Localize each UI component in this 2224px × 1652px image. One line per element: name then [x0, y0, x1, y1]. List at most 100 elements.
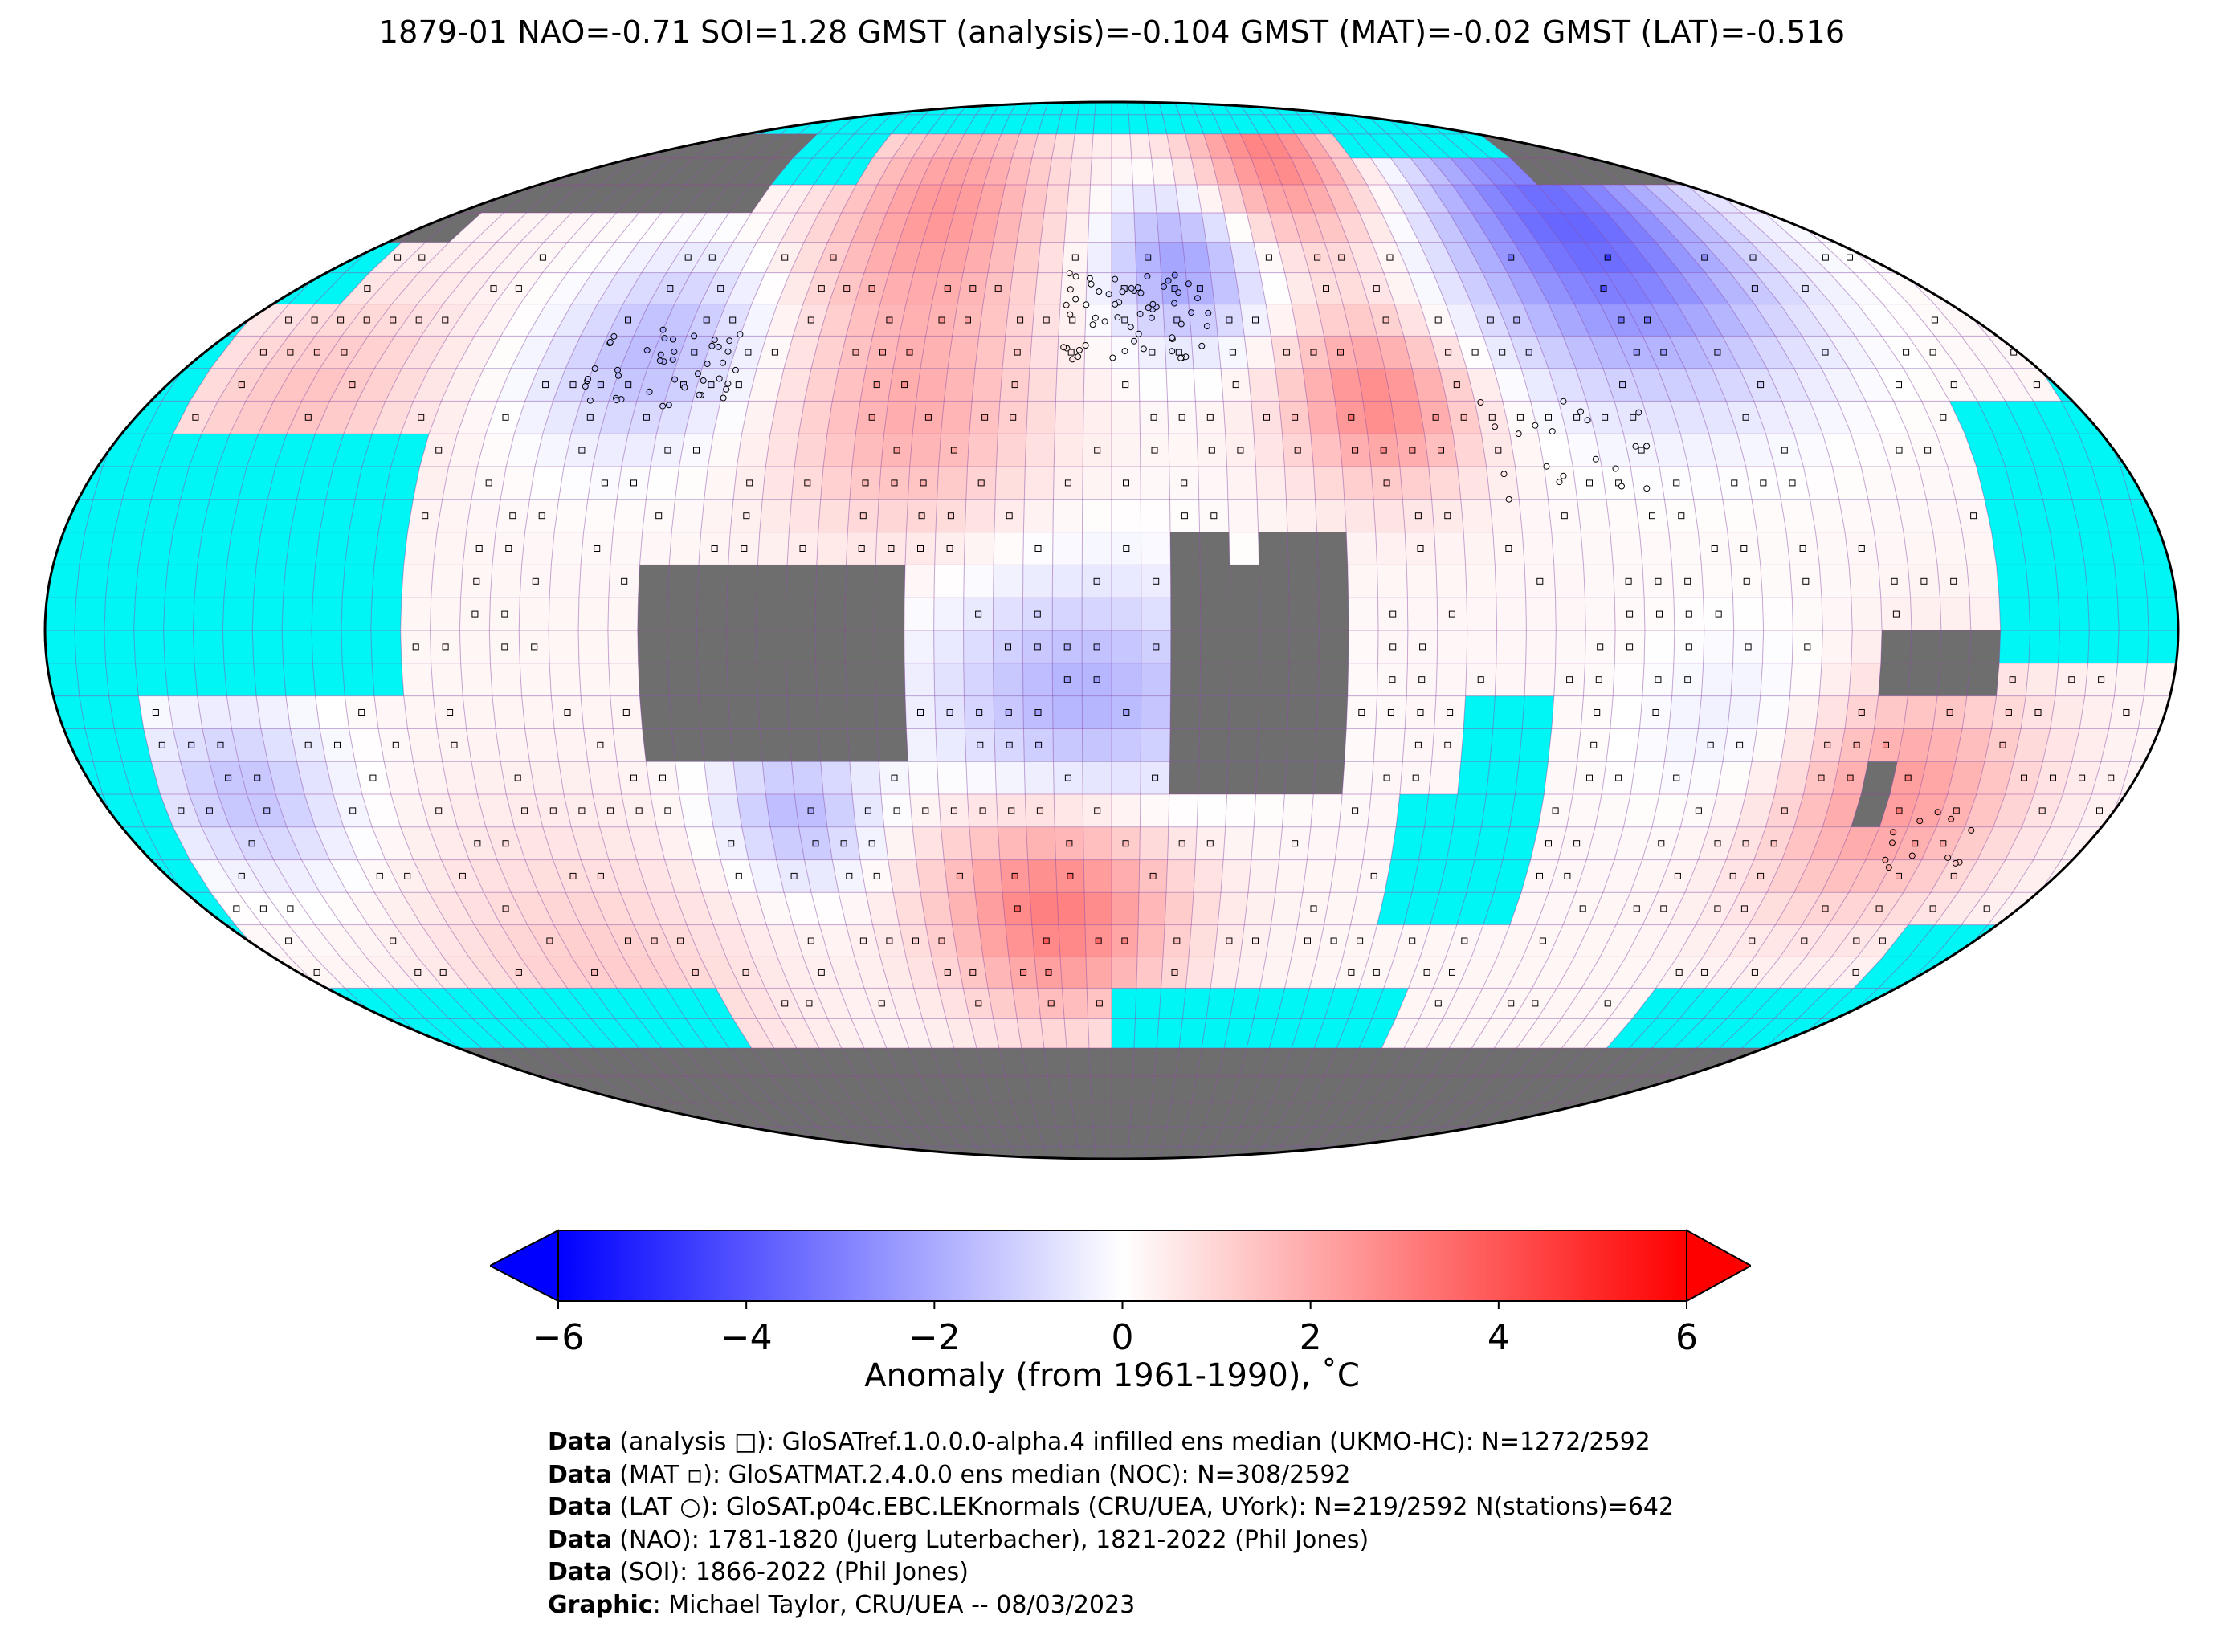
box-marker: [1673, 479, 1680, 487]
anomaly-cell: [1197, 794, 1227, 827]
anomaly-cell: [1668, 532, 1702, 565]
box-marker: [1545, 414, 1552, 421]
anomaly-cell: [500, 304, 546, 337]
box-marker: [1822, 905, 1829, 912]
box-marker: [1419, 643, 1426, 651]
box-marker: [994, 285, 1002, 292]
box-marker: [1014, 905, 1021, 912]
anomaly-cell: [1651, 304, 1696, 337]
anomaly-cell: [1191, 158, 1218, 185]
missing-land-cell: [1910, 630, 1941, 663]
anomaly-cell: [1668, 695, 1702, 729]
box-marker: [2033, 381, 2040, 389]
box-marker: [1348, 969, 1355, 976]
box-marker: [1579, 905, 1586, 912]
missing-land-cell: [1570, 158, 1623, 185]
anomaly-cell: [1773, 242, 1830, 273]
box-marker: [2068, 676, 2075, 683]
missing-land-cell: [533, 133, 597, 158]
anomaly-cell: [1519, 499, 1552, 532]
anomaly-cell: [1804, 957, 1858, 989]
anomaly-cell: [1022, 663, 1053, 696]
missing-land-cell: [1608, 133, 1671, 158]
anomaly-cell: [1892, 242, 1953, 273]
box-marker: [1153, 577, 1160, 585]
anomaly-cell: [1292, 304, 1324, 337]
station-marker: [1066, 270, 1073, 277]
box-marker: [1063, 676, 1071, 683]
missing-land-cell: [712, 133, 762, 158]
station-marker: [724, 348, 732, 355]
box-marker: [1432, 414, 1439, 421]
anomaly-cell: [1275, 859, 1308, 893]
missing-land-cell: [696, 630, 728, 663]
meridian-line: [1142, 102, 1172, 1159]
anomaly-cell: [1247, 213, 1278, 243]
anomaly-cell: [1977, 826, 2022, 860]
anomaly-cell: [1810, 401, 1851, 434]
box-marker: [846, 872, 853, 879]
box-marker: [781, 254, 789, 261]
box-marker: [569, 872, 577, 879]
anomaly-cell: [916, 368, 948, 402]
meridian-line: [667, 102, 875, 1159]
colorbar-tick-labels: −6 −4 −2 0 2 4 6: [0, 1317, 2224, 1358]
box-marker: [2096, 807, 2103, 814]
box-marker: [238, 381, 245, 389]
box-marker: [859, 512, 867, 520]
missing-land-cell: [941, 1076, 973, 1103]
anomaly-cell: [1684, 368, 1727, 402]
anomaly-cell: [524, 728, 559, 762]
box-marker: [1999, 741, 2006, 748]
anomaly-cell: [794, 434, 827, 467]
anomaly-cell: [993, 213, 1022, 243]
missing-land-cell: [1145, 1127, 1167, 1147]
anomaly-cell: [1966, 565, 2000, 598]
anomaly-cell: [1655, 242, 1706, 273]
box-marker: [1123, 479, 1129, 487]
missing-land-cell: [1170, 598, 1201, 630]
meridian-line: [251, 102, 655, 1159]
anomaly-cell: [1282, 794, 1314, 827]
missing-land-cell: [1175, 1048, 1202, 1076]
station-marker: [1169, 348, 1176, 355]
station-marker: [1492, 423, 1499, 430]
box-marker: [1983, 905, 1990, 912]
anomaly-cell: [304, 794, 344, 827]
box-marker: [858, 545, 865, 552]
anomaly-cell: [201, 826, 246, 860]
missing-land-cell: [430, 1076, 494, 1103]
anomaly-cell: [962, 158, 992, 185]
anomaly-cell: [948, 336, 979, 369]
anomaly-cell: [1494, 1018, 1538, 1048]
missing-land-cell: [1687, 1127, 1757, 1147]
missing-land-cell: [669, 1127, 722, 1147]
missing-land-cell: [1940, 630, 1971, 663]
box-marker: [1014, 349, 1021, 356]
box-marker: [1034, 610, 1041, 618]
box-marker: [304, 414, 312, 421]
meridian-line: [488, 102, 781, 1159]
anomaly-cell: [1752, 499, 1786, 532]
missing-land-cell: [1390, 1076, 1431, 1103]
missing-land-cell: [522, 1127, 586, 1147]
missing-land-cell: [1856, 1048, 1922, 1076]
anomaly-cell: [819, 924, 855, 957]
anomaly-cell: [1509, 434, 1545, 467]
missing-land-cell: [792, 1103, 836, 1128]
anomaly-cell: [827, 213, 864, 243]
anomaly-cell: [784, 892, 820, 925]
box-marker: [390, 316, 397, 324]
anomaly-cell: [1919, 467, 1956, 500]
anomaly-cell: [542, 401, 582, 434]
station-marker: [1908, 852, 1916, 859]
station-marker: [715, 343, 722, 350]
anomaly-cell: [466, 728, 501, 762]
anomaly-cell: [490, 565, 522, 598]
missing-land-cell: [1259, 565, 1289, 598]
box-marker: [313, 969, 320, 976]
anomaly-cell: [1467, 630, 1497, 663]
station-marker: [1632, 443, 1639, 450]
anomaly-cell: [1088, 213, 1112, 243]
anomaly-cell: [1703, 304, 1749, 337]
